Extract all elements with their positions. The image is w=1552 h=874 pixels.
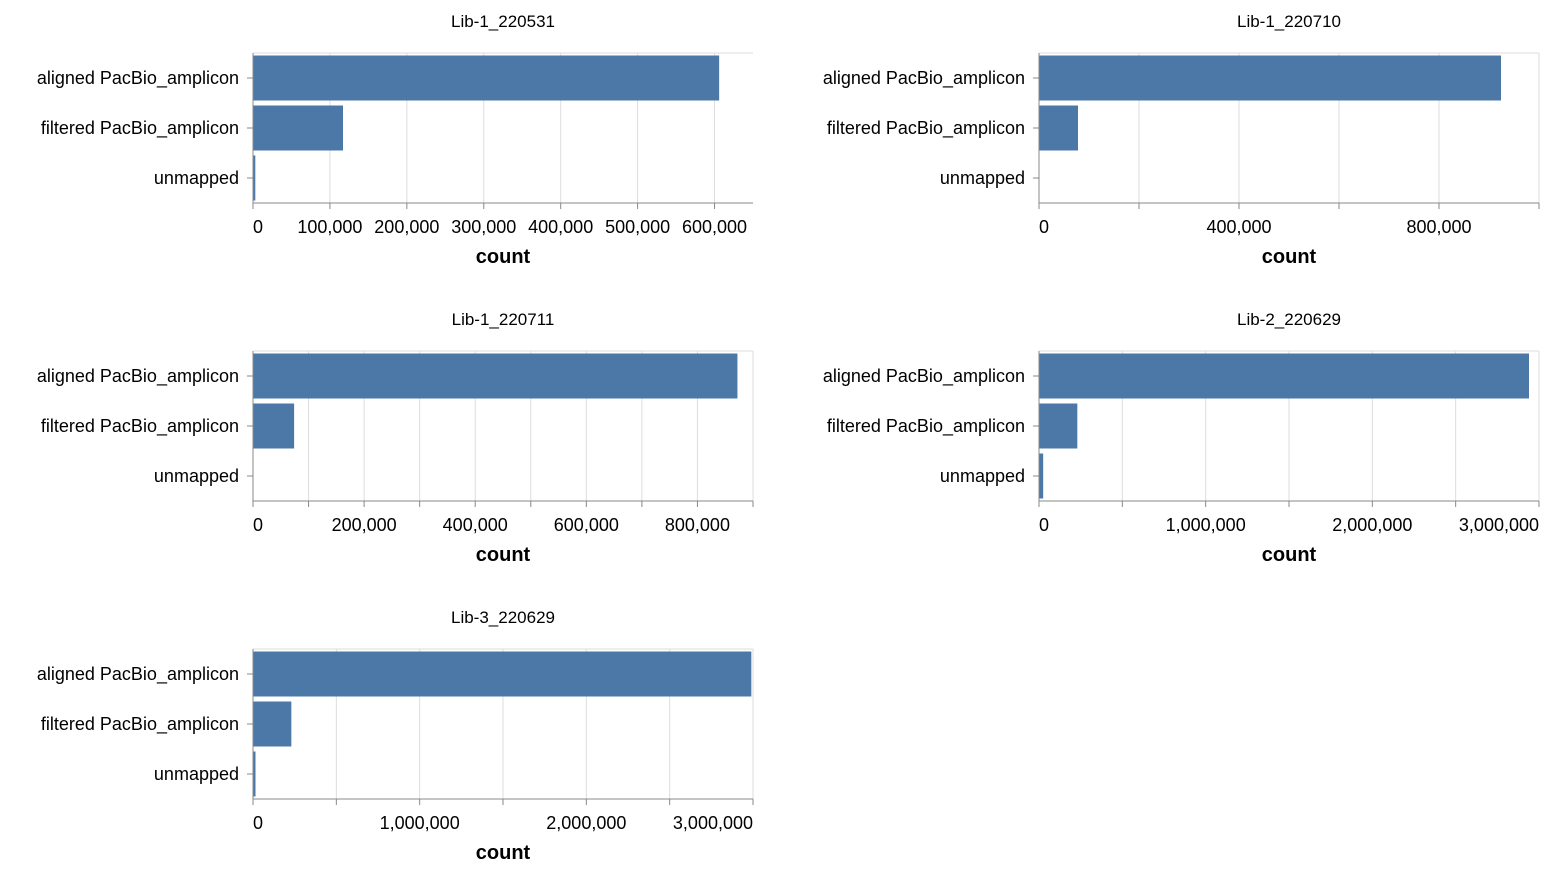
category-label: filtered PacBio_amplicon — [827, 118, 1025, 139]
x-tick-label: 1,000,000 — [1166, 515, 1246, 535]
x-axis-title: count — [476, 842, 531, 864]
facet-title: Lib-1_220711 — [452, 310, 555, 329]
x-tick-label: 300,000 — [451, 217, 516, 237]
x-tick-label: 200,000 — [374, 217, 439, 237]
category-label: aligned PacBio_amplicon — [37, 68, 239, 89]
category-label: unmapped — [154, 764, 239, 784]
bar — [1039, 353, 1529, 399]
category-label: aligned PacBio_amplicon — [823, 68, 1025, 89]
bar — [253, 651, 752, 697]
category-label: filtered PacBio_amplicon — [827, 416, 1025, 437]
x-tick-label: 0 — [1039, 515, 1049, 535]
category-label: unmapped — [940, 168, 1025, 188]
category-label: filtered PacBio_amplicon — [41, 118, 239, 139]
x-tick-label: 0 — [253, 813, 263, 833]
x-tick-label: 800,000 — [665, 515, 730, 535]
category-label: aligned PacBio_amplicon — [823, 366, 1025, 387]
x-tick-label: 100,000 — [297, 217, 362, 237]
x-axis-title: count — [476, 246, 531, 268]
bar — [253, 701, 292, 747]
x-tick-label: 200,000 — [332, 515, 397, 535]
category-label: unmapped — [154, 168, 239, 188]
x-tick-label: 2,000,000 — [546, 813, 626, 833]
category-label: unmapped — [154, 466, 239, 486]
x-tick-label: 500,000 — [605, 217, 670, 237]
facet-title: Lib-3_220629 — [451, 608, 555, 627]
category-label: unmapped — [940, 466, 1025, 486]
bar — [253, 155, 256, 201]
facet-title: Lib-2_220629 — [1237, 310, 1341, 329]
bar — [253, 353, 738, 399]
x-tick-label: 400,000 — [528, 217, 593, 237]
bar — [1039, 105, 1078, 151]
x-tick-label: 3,000,000 — [1459, 515, 1539, 535]
x-tick-label: 2,000,000 — [1332, 515, 1412, 535]
x-tick-label: 800,000 — [1406, 217, 1471, 237]
x-tick-label: 400,000 — [443, 515, 508, 535]
bar — [1039, 55, 1501, 101]
bar — [253, 751, 256, 797]
x-axis-title: count — [1262, 246, 1317, 268]
x-tick-label: 0 — [253, 217, 263, 237]
x-tick-label: 400,000 — [1206, 217, 1271, 237]
facet-title: Lib-1_220710 — [1237, 12, 1341, 31]
category-label: aligned PacBio_amplicon — [37, 664, 239, 685]
x-tick-label: 600,000 — [554, 515, 619, 535]
category-label: filtered PacBio_amplicon — [41, 416, 239, 437]
x-tick-label: 0 — [253, 515, 263, 535]
bar — [1039, 403, 1078, 449]
x-tick-label: 1,000,000 — [380, 813, 460, 833]
x-tick-label: 3,000,000 — [673, 813, 753, 833]
facet-title: Lib-1_220531 — [451, 12, 555, 31]
bar — [253, 55, 720, 101]
bar — [253, 403, 295, 449]
x-axis-title: count — [476, 544, 531, 566]
x-tick-label: 600,000 — [682, 217, 747, 237]
bar — [253, 105, 343, 151]
category-label: filtered PacBio_amplicon — [41, 714, 239, 735]
x-tick-label: 0 — [1039, 217, 1049, 237]
x-axis-title: count — [1262, 544, 1317, 566]
category-label: aligned PacBio_amplicon — [37, 366, 239, 387]
bar — [1039, 453, 1044, 499]
